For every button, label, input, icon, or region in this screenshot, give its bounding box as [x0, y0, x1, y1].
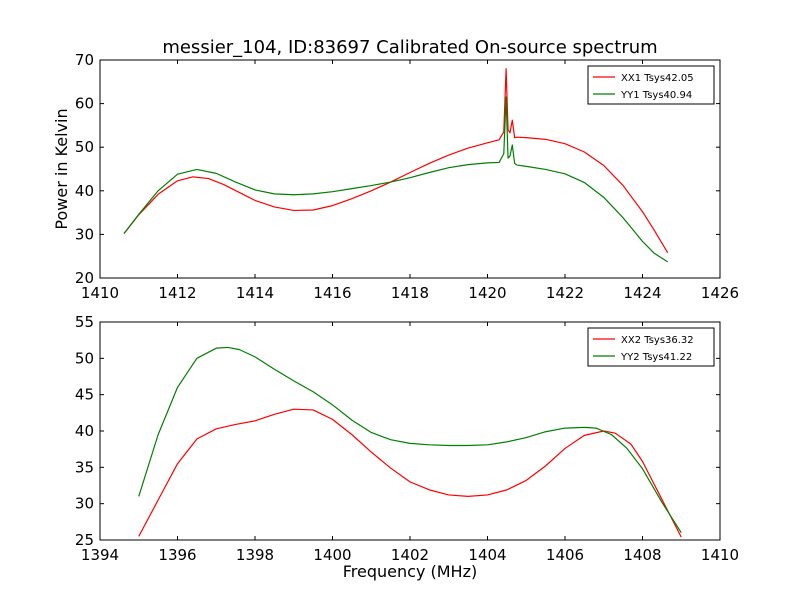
y-tick-label: 30	[75, 495, 94, 513]
x-tick-label: 1410	[701, 546, 739, 564]
y-tick-label: 50	[75, 349, 94, 367]
top-panel: 1410 1412 1414 1416 1418 1420 1422 1424 1426 20 30…	[75, 51, 739, 302]
top-panel-series	[123, 68, 669, 263]
y-tick-label: 25	[75, 531, 94, 549]
y-tick-label: 55	[75, 313, 94, 331]
y-tick-label: 35	[75, 458, 94, 476]
x-tick-label: 1420	[468, 284, 506, 302]
x-axis-label: Frequency (MHz)	[343, 562, 477, 581]
x-tick-label: 1408	[623, 546, 661, 564]
bottom-panel-series	[138, 346, 682, 538]
bottom-panel: 1394 1396 1398 1400 1402 1404 1406 1408 1410 25 30…	[75, 313, 739, 564]
x-tick-label: 1394	[81, 546, 119, 564]
x-tick-label: 1418	[391, 284, 429, 302]
series-line-xx	[123, 68, 669, 254]
x-tick-label: 1396	[158, 546, 196, 564]
y-tick-label: 40	[75, 422, 94, 440]
y-tick-label: 30	[75, 225, 94, 243]
bottom-panel-ticks: 1394 1396 1398 1400 1402 1404 1406 1408 1410 25 30…	[75, 313, 739, 564]
legend-label: YY2 Tsys41.22	[620, 352, 692, 363]
top-panel-legend: XX1 Tsys42.05 YY1 Tsys40.94	[587, 65, 715, 105]
y-tick-label: 60	[75, 95, 94, 113]
y-tick-label: 20	[75, 269, 94, 287]
series-line-yy	[123, 96, 669, 263]
x-tick-label: 1410	[81, 284, 119, 302]
legend-label: XX1 Tsys42.05	[621, 73, 694, 84]
chart-title: messier_104, ID:83697 Calibrated On-sour…	[162, 37, 657, 58]
x-tick-label: 1422	[546, 284, 584, 302]
x-tick-label: 1398	[236, 546, 274, 564]
bottom-panel-legend: XX2 Tsys36.32 YY2 Tsys41.22	[587, 327, 715, 367]
x-tick-label: 1426	[701, 284, 739, 302]
x-tick-label: 1416	[313, 284, 351, 302]
y-tick-label: 70	[75, 51, 94, 69]
x-tick-label: 1404	[468, 546, 506, 564]
x-tick-label: 1414	[236, 284, 274, 302]
y-tick-label: 50	[75, 138, 94, 156]
legend-label: YY1 Tsys40.94	[620, 90, 692, 101]
top-panel-ticks: 1410 1412 1414 1416 1418 1420 1422 1424 1426 20 30…	[75, 51, 739, 302]
series-line-yy	[138, 346, 682, 534]
legend-box	[587, 327, 715, 367]
legend-box	[587, 65, 715, 105]
x-tick-label: 1402	[391, 546, 429, 564]
x-tick-label: 1400	[313, 546, 351, 564]
y-tick-label: 40	[75, 182, 94, 200]
series-line-xx	[138, 408, 682, 538]
y-axis-label: Power in Kelvin	[52, 108, 71, 229]
x-tick-label: 1406	[546, 546, 584, 564]
x-tick-label: 1412	[158, 284, 196, 302]
y-tick-label: 45	[75, 386, 94, 404]
x-tick-label: 1424	[623, 284, 661, 302]
legend-label: XX2 Tsys36.32	[621, 335, 694, 346]
